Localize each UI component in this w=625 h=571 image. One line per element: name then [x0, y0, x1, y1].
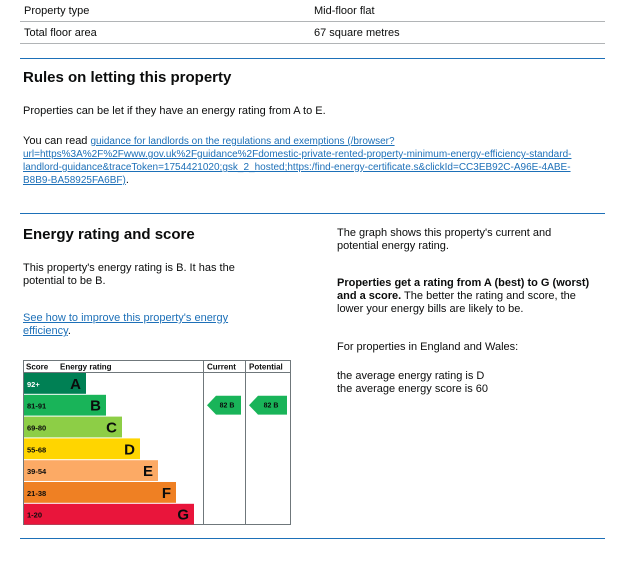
rating-explanation: Properties get a rating from A (best) to… — [337, 277, 590, 315]
section-divider — [20, 58, 605, 59]
read-prefix: You can read — [23, 135, 91, 147]
rating-letter: A — [70, 376, 81, 393]
improve-paragraph: See how to improve this property's energ… — [23, 312, 229, 337]
rating-letter: E — [143, 463, 153, 480]
summary-value: 67 square metres — [314, 26, 400, 39]
letting-intro: Properties can be let if they have an en… — [23, 105, 326, 117]
score-label: 69-80 — [27, 424, 46, 433]
guidance-link[interactable]: guidance for landlords on the regulation… — [23, 136, 572, 186]
improve-efficiency-link[interactable]: See how to improve this property's energ… — [23, 312, 229, 337]
score-cell-f — [24, 482, 56, 503]
score-cell-c — [24, 416, 56, 438]
rating-bar-c — [56, 416, 122, 438]
energy-heading: Energy rating and score — [23, 226, 195, 243]
score-header: Score — [26, 363, 49, 372]
property-summary-table: Property type Mid-floor flat Total floor… — [20, 0, 605, 44]
rating-statement: This property's energy rating is B. It h… — [23, 262, 235, 287]
rating-bar-b — [56, 394, 106, 416]
england-wales-label: For properties in England and Wales: — [337, 341, 519, 353]
summary-row-floor-area: Total floor area 67 square metres — [20, 22, 605, 44]
current-header: Current — [207, 363, 236, 372]
summary-key: Property type — [24, 4, 90, 17]
score-cell-e — [24, 460, 56, 481]
summary-key: Total floor area — [24, 26, 97, 39]
score-cell-d — [24, 438, 56, 460]
rating-bar-f — [56, 482, 176, 503]
summary-row-property-type: Property type Mid-floor flat — [20, 0, 605, 22]
rating-bar-d — [56, 438, 140, 460]
guidance-paragraph: You can read guidance for landlords on t… — [23, 135, 608, 187]
link-suffix: . — [125, 174, 129, 186]
potential-arrow — [249, 395, 287, 415]
rating-bar-a — [56, 373, 86, 394]
rating-letter: F — [162, 485, 171, 502]
rating-letter: C — [106, 420, 117, 437]
current-arrow — [207, 395, 241, 415]
score-label: 39-54 — [27, 467, 47, 476]
letting-heading: Rules on letting this property — [23, 69, 232, 86]
potential-rating-label: 82 B — [264, 403, 279, 410]
score-label: 55-68 — [27, 445, 46, 454]
energy-rating-graph: Score Energy rating Current Potential 92+ A 81… — [23, 360, 291, 525]
score-cell-g — [24, 503, 56, 525]
summary-value: Mid-floor flat — [314, 4, 375, 17]
score-label: 81-91 — [27, 402, 46, 411]
rating-letter: G — [177, 507, 189, 524]
graph-description: The graph shows this property's current … — [337, 227, 552, 252]
current-rating-label: 82 B — [220, 403, 235, 410]
rating-bar-e — [56, 460, 158, 481]
rating-letter: D — [124, 441, 135, 458]
score-cell-b — [24, 394, 56, 416]
energy-rating-header: Energy rating — [60, 363, 112, 372]
rating-letter: B — [90, 398, 101, 415]
score-label: 21-38 — [27, 489, 46, 498]
potential-header: Potential — [249, 363, 283, 372]
score-label: 92+ — [27, 380, 40, 389]
section-divider — [20, 538, 605, 539]
section-divider — [20, 213, 605, 214]
rating-bar-g — [56, 503, 194, 525]
score-cell-a — [24, 373, 56, 394]
score-label: 1-20 — [27, 511, 42, 520]
energy-rating-chart: Score Energy rating Current Potential 92+ A 81… — [23, 360, 291, 530]
